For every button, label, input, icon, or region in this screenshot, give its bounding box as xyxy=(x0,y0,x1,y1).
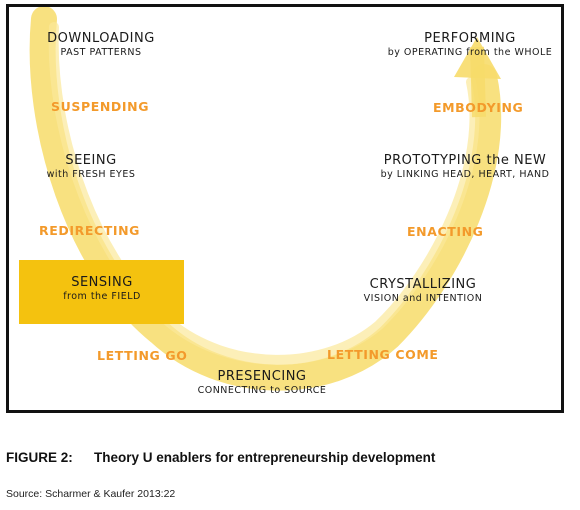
node-presencing-title: PRESENCING xyxy=(217,369,307,384)
node-presencing-subtitle: CONNECTING to SOURCE xyxy=(197,385,327,396)
node-downloading-title: DOWNLOADING xyxy=(47,31,155,46)
sensing-highlight-box xyxy=(19,260,184,324)
diagram-frame: DOWNLOADING PAST PATTERNS SUSPENDING SEE… xyxy=(6,4,564,413)
u-curve-inner xyxy=(48,22,480,365)
node-crystallizing: CRYSTALLIZING VISION and INTENTION xyxy=(353,277,493,304)
node-seeing: SEEING with FRESH EYES xyxy=(21,153,161,180)
figure-label: FIGURE 2: xyxy=(6,450,73,465)
node-prototyping-subtitle: by LINKING HEAD, HEART, HAND xyxy=(380,169,550,180)
node-downloading-subtitle: PAST PATTERNS xyxy=(60,47,142,58)
node-crystallizing-subtitle: VISION and INTENTION xyxy=(363,293,483,304)
figure-source: Source: Scharmer & Kaufer 2013:22 xyxy=(6,488,176,500)
node-presencing: PRESENCING CONNECTING to SOURCE xyxy=(187,369,337,396)
node-sensing-subtitle: from the FIELD xyxy=(63,291,141,302)
node-crystallizing-title: CRYSTALLIZING xyxy=(369,277,477,292)
enabler-embodying: EMBODYING xyxy=(433,100,524,115)
node-sensing-title: SENSING xyxy=(71,275,133,290)
figure-caption: FIGURE 2: Theory U enablers for entrepren… xyxy=(6,450,435,465)
enabler-letting-come: LETTING COME xyxy=(327,347,439,362)
node-seeing-subtitle: with FRESH EYES xyxy=(46,169,136,180)
node-prototyping-title: PROTOTYPING the NEW xyxy=(383,153,547,168)
enabler-suspending: SUSPENDING xyxy=(51,99,150,114)
enabler-enacting: ENACTING xyxy=(407,224,484,239)
node-performing: PERFORMING by OPERATING from the WHOLE xyxy=(385,31,555,58)
node-prototyping: PROTOTYPING the NEW by LINKING HEAD, HEA… xyxy=(375,153,555,180)
enabler-letting-go: LETTING GO xyxy=(97,348,188,363)
arrow-stem xyxy=(470,46,486,118)
node-seeing-title: SEEING xyxy=(65,153,117,168)
enabler-redirecting: REDIRECTING xyxy=(39,223,141,238)
node-downloading: DOWNLOADING PAST PATTERNS xyxy=(31,31,171,58)
node-performing-title: PERFORMING xyxy=(424,31,516,46)
u-curve xyxy=(29,7,502,391)
figure-title: Theory U enablers for entrepreneurship d… xyxy=(94,450,436,465)
node-sensing: SENSING from the FIELD xyxy=(37,275,167,302)
u-arrow xyxy=(29,7,502,391)
node-performing-subtitle: by OPERATING from the WHOLE xyxy=(387,47,553,58)
